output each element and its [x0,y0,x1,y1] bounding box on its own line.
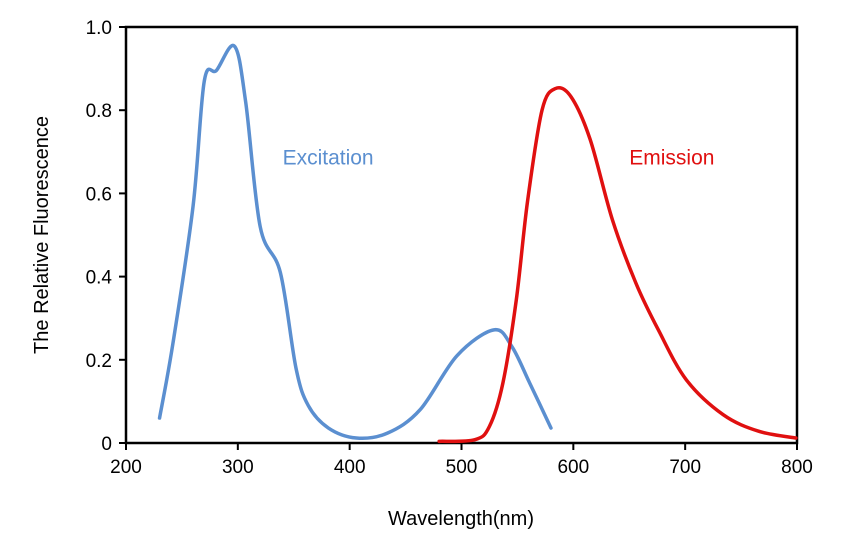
x-tick-label: 400 [334,457,366,478]
x-tick-label: 500 [446,457,478,478]
plot-frame [124,25,799,445]
excitation-label: Excitation [283,146,374,169]
y-tick-label: 0.4 [86,268,113,289]
x-tick-label: 700 [669,457,701,478]
y-tick-label: 0.6 [86,184,112,205]
x-tick-label: 200 [110,457,142,478]
x-axis-label: Wavelength(nm) [388,508,534,530]
y-tick-label: 0.2 [86,351,112,372]
y-tick-label: 1.0 [86,18,112,39]
y-tick-label: 0 [101,434,112,455]
emission-line [437,86,798,444]
emission-label: Emission [629,146,714,169]
x-tick-label: 300 [222,457,254,478]
x-tick-label: 600 [557,457,589,478]
excitation-line [157,43,553,440]
y-tick-label: 0.8 [86,101,112,122]
x-tick-label: 800 [781,457,813,478]
y-axis-label: The Relative Fluorescence [31,116,53,354]
